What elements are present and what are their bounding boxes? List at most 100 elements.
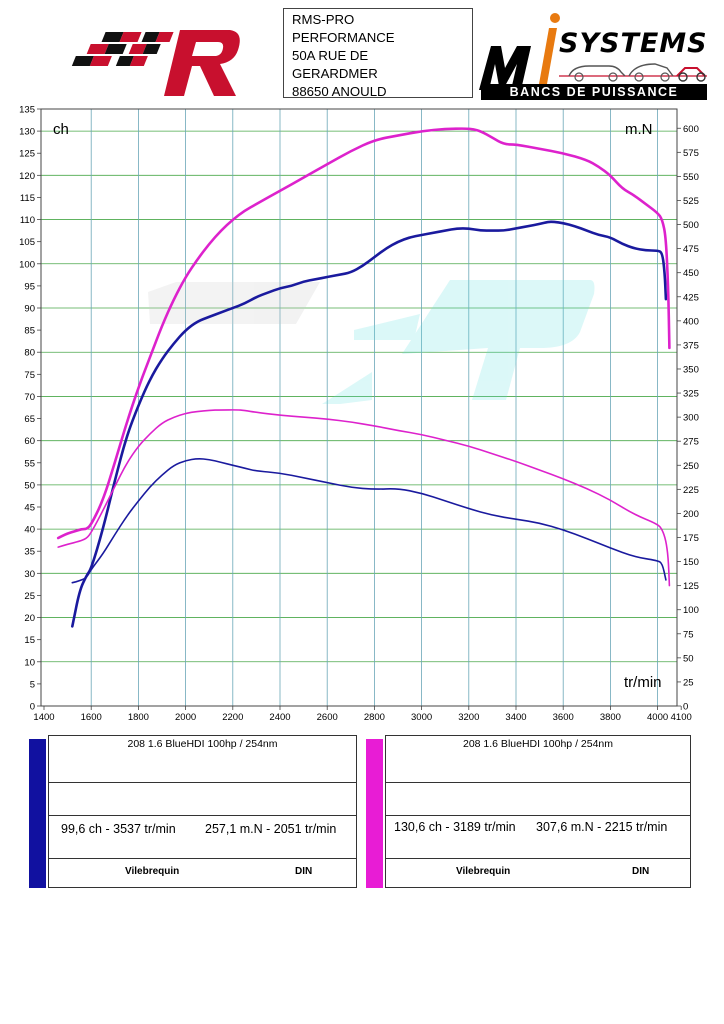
right-tick-label: 25: [683, 677, 694, 688]
right-tick-label: 175: [683, 533, 699, 544]
x-tick-label: 3800: [600, 712, 621, 723]
x-tick-label: 2000: [175, 712, 196, 723]
left-tick-label: 95: [24, 281, 35, 292]
y-right-label: m.N: [625, 121, 653, 138]
right-tick-label: 125: [683, 581, 699, 592]
x-tick-label: 2200: [222, 712, 243, 723]
x-tick-label: 1800: [128, 712, 149, 723]
watermark: [148, 280, 595, 404]
x-tick-label: 3600: [553, 712, 574, 723]
x-tick-label: 2600: [317, 712, 338, 723]
legend-foot-right: DIN: [632, 866, 650, 877]
left-tick-label: 135: [19, 105, 35, 116]
curve-torque-blue: [71, 458, 667, 584]
x-tick-label: 3200: [458, 712, 479, 723]
right-tick-label: 325: [683, 389, 699, 400]
left-tick-label: 40: [24, 525, 35, 536]
address-line: GERARDMER: [292, 66, 378, 81]
legend-series-name: 208 1.6 BlueHDI 100hp / 254nm: [462, 738, 614, 750]
left-tick-label: 110: [20, 215, 35, 226]
left-tick-label: 45: [24, 503, 35, 514]
legend-torque-value: 257,1 m.N - 2051 tr/min: [205, 822, 337, 836]
legend-torque-value: 307,6 m.N - 2215 tr/min: [536, 820, 668, 834]
x-tick-label: 1600: [81, 712, 102, 723]
right-tick-label: 500: [683, 220, 699, 231]
racing-logo: [71, 30, 240, 96]
right-tick-label: 425: [683, 292, 699, 303]
curve-power-blue: [71, 220, 668, 628]
legend-foot-right: DIN: [295, 866, 313, 877]
x-tick-label: 3000: [411, 712, 432, 723]
left-tick-label: 85: [24, 326, 35, 337]
right-tick-label: 150: [683, 557, 699, 568]
address-line: 50A RUE DE: [292, 48, 369, 63]
left-tick-label: 75: [24, 370, 35, 381]
right-tick-label: 50: [683, 653, 694, 664]
left-tick-label: 50: [24, 480, 35, 491]
legend-foot-left: Vilebrequin: [125, 866, 180, 877]
right-tick-label: 275: [683, 437, 699, 448]
left-tick-label: 20: [24, 613, 35, 624]
x-axis: 1400 1600 1800 2000 2200 2400 2600 2800 3000 3200…: [33, 706, 692, 723]
right-tick-label: 525: [683, 196, 699, 207]
legend-entry-2: 208 1.6 BlueHDI 100hp / 254nm 130,6 ch -…: [366, 735, 691, 888]
legend-box: 208 1.6 BlueHDI 100hp / 254nm 130,6 ch -…: [385, 735, 691, 888]
legend-power-value: 130,6 ch - 3189 tr/min: [394, 820, 516, 834]
right-axis: 0 25 50 75 100 125 150 175 200 225 250 275 300 325 350…: [677, 124, 699, 713]
address-line: RMS-PRO: [292, 12, 355, 27]
legend-box: 208 1.6 BlueHDI 100hp / 254nm 99,6 ch - …: [48, 735, 357, 888]
left-tick-label: 60: [24, 436, 35, 447]
curve-torque-magenta: [57, 409, 671, 587]
left-tick-label: 65: [24, 414, 35, 425]
left-tick-label: 55: [24, 458, 35, 469]
right-tick-label: 375: [683, 340, 699, 351]
right-tick-label: 250: [683, 461, 699, 472]
logo-tagline: BANCS DE PUISSANCE: [481, 84, 707, 100]
left-tick-label: 90: [24, 304, 35, 315]
m-letter-icon: [479, 46, 531, 90]
right-tick-label: 450: [683, 268, 699, 279]
left-tick-label: 35: [24, 547, 35, 558]
right-tick-label: 550: [683, 172, 699, 183]
right-tick-label: 0: [683, 702, 688, 713]
logo-word: SYSTEMS: [559, 28, 708, 59]
left-tick-label: 80: [24, 348, 35, 359]
right-tick-label: 225: [683, 485, 699, 496]
legend-power-value: 99,6 ch - 3537 tr/min: [61, 822, 176, 836]
left-tick-label: 100: [19, 259, 35, 270]
address-line: 88650 ANOULD: [292, 84, 387, 99]
x-tick-label: 4100: [671, 712, 692, 723]
right-tick-label: 600: [683, 124, 699, 135]
legend-series-name: 208 1.6 BlueHDI 100hp / 254nm: [127, 738, 278, 750]
x-tick-label: 2400: [269, 712, 290, 723]
x-unit-label: tr/min: [624, 674, 662, 691]
y-left-label: ch: [53, 121, 69, 138]
x-tick-label: 3400: [505, 712, 526, 723]
x-tick-label: 4000: [647, 712, 668, 723]
x-tick-label: 1400: [33, 712, 54, 723]
legend-color-swatch: [29, 739, 46, 888]
right-tick-label: 100: [683, 605, 699, 616]
grid: [41, 109, 677, 706]
left-tick-label: 125: [19, 149, 35, 160]
left-tick-label: 115: [20, 193, 35, 204]
right-tick-label: 200: [683, 509, 699, 520]
right-tick-label: 475: [683, 244, 699, 255]
left-tick-label: 120: [19, 171, 35, 182]
left-tick-label: 70: [24, 392, 35, 403]
left-tick-label: 10: [24, 657, 35, 668]
left-tick-label: 25: [24, 591, 35, 602]
left-tick-label: 0: [30, 702, 35, 713]
left-tick-label: 130: [19, 127, 35, 138]
curves: [56, 127, 671, 628]
legend-color-swatch: [366, 739, 383, 888]
i-dot-icon: [539, 13, 560, 84]
left-axis: 0 5 10 15 20 25 30 35 40 45 50 55 60 65 70 75 80 85 90 95 10…: [19, 105, 41, 713]
x-tick-label: 2800: [364, 712, 385, 723]
right-tick-label: 400: [683, 316, 699, 327]
left-tick-label: 5: [30, 679, 35, 690]
left-tick-label: 105: [19, 237, 35, 248]
vehicles-icon: [559, 63, 707, 82]
right-tick-label: 350: [683, 364, 699, 375]
curve-power-magenta: [56, 127, 671, 540]
